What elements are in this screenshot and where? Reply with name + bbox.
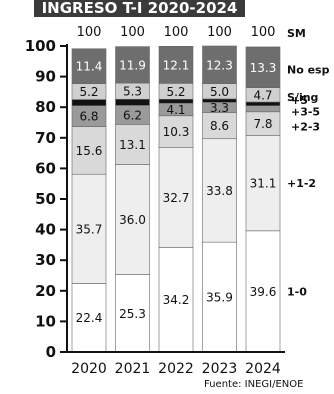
y-tick-label: 80 (35, 98, 56, 116)
bar-segment (158, 146, 194, 248)
source-note: Fuente: INEGI/ENOE (204, 379, 303, 390)
bar-segment (245, 101, 281, 106)
total-label: 100 (207, 25, 232, 40)
series-label: +3-5 (291, 106, 320, 119)
bar-segment (202, 45, 237, 84)
series-labels: 1-0 +1-2 +2-3 +3-5+5S/ing No esp (287, 63, 330, 298)
value-label: 15.6 (76, 144, 103, 158)
x-tick-label: 2023 (202, 361, 238, 377)
value-label: 6.8 (79, 110, 98, 124)
total-label: 100 (251, 25, 276, 40)
y-tick-label: 0 (46, 343, 56, 361)
series-label: 1-0 (287, 285, 307, 298)
bar-segment (71, 126, 107, 175)
x-tick-label: 2024 (245, 361, 281, 377)
bar-segment (202, 241, 237, 353)
total-label: 100 (164, 25, 189, 40)
value-label: 5.2 (79, 85, 98, 99)
value-label: 4.1 (166, 103, 185, 117)
value-label: 11.9 (119, 58, 146, 72)
bar-segment (71, 283, 107, 353)
y-tick-label: 30 (35, 251, 56, 269)
value-label: 12.3 (206, 58, 233, 72)
y-tick-label: 20 (35, 282, 56, 300)
bar-segment (245, 46, 281, 88)
value-label: 25.3 (119, 307, 146, 321)
y-tick-label: 60 (35, 159, 56, 177)
value-label: 22.4 (76, 311, 103, 325)
bar-segment (245, 105, 281, 113)
bar-segment (115, 274, 150, 353)
value-label: 11.4 (76, 60, 103, 74)
bar-segment (202, 138, 237, 243)
value-label: 5.3 (123, 85, 142, 99)
value-labels: 22.4 35.7 15.6 6.8 5.2 11.4 25.3 36.0 13.1 6.2 5.3… (76, 58, 277, 325)
value-label: 33.8 (206, 184, 233, 198)
series-label: +1-2 (287, 177, 316, 190)
value-label: 31.1 (250, 177, 277, 191)
series-label: +5 (291, 94, 308, 107)
bar-segment (115, 98, 150, 106)
x-tick-label: 2020 (71, 361, 107, 377)
value-label: 5.0 (210, 85, 229, 99)
chart-title: INGRESO T-I 2020-2024 (34, 0, 245, 17)
y-tick-label: 50 (35, 190, 56, 208)
value-label: 36.0 (119, 213, 146, 227)
bar-segment (115, 46, 150, 84)
value-label: 7.8 (253, 117, 272, 131)
sm-label: SM (287, 27, 306, 40)
bar-segment (115, 124, 150, 165)
value-label: 12.1 (163, 58, 190, 72)
y-tick-label: 40 (35, 221, 56, 239)
bar-segment (71, 99, 107, 106)
value-label: 34.2 (163, 293, 190, 307)
y-tick-label: 100 (25, 37, 56, 55)
bar-segment (245, 135, 281, 232)
y-tick-label: 70 (35, 129, 56, 147)
value-label: 35.9 (206, 291, 233, 305)
y-tick-label: 90 (35, 68, 56, 86)
series-label: No esp (287, 63, 330, 76)
bar-segment (158, 46, 194, 84)
value-label: 5.2 (166, 85, 185, 99)
value-label: 32.7 (163, 191, 190, 205)
y-tick-label: 10 (35, 312, 56, 330)
value-label: 8.6 (210, 119, 229, 133)
x-axis-ticks: 2020 2021 2022 2023 2024 (71, 361, 281, 377)
bar-segment (245, 230, 281, 353)
value-label: 3.3 (210, 101, 229, 115)
x-tick-label: 2021 (115, 361, 151, 377)
bar-segment (71, 173, 107, 284)
series-label: +2-3 (291, 121, 320, 134)
bar-segment (115, 164, 150, 275)
bar-segment (202, 112, 237, 140)
bars (71, 45, 281, 353)
y-axis-ticks: 0 10 20 30 40 50 60 70 80 90 100 (25, 37, 67, 361)
value-label: 10.3 (163, 125, 190, 139)
value-label: 39.6 (250, 285, 277, 299)
bar-segment (71, 48, 107, 84)
value-label: 4.7 (253, 88, 272, 102)
value-label: 13.3 (250, 61, 277, 75)
value-label: 13.1 (119, 138, 146, 152)
series-label: S/ing (287, 91, 318, 104)
total-label: 100 (120, 25, 145, 40)
total-labels: 100 100 100 100 100 SM (77, 25, 306, 40)
value-label: 6.2 (123, 108, 142, 122)
value-label: 35.7 (76, 222, 103, 236)
x-tick-label: 2022 (158, 361, 194, 377)
total-label: 100 (77, 25, 102, 40)
